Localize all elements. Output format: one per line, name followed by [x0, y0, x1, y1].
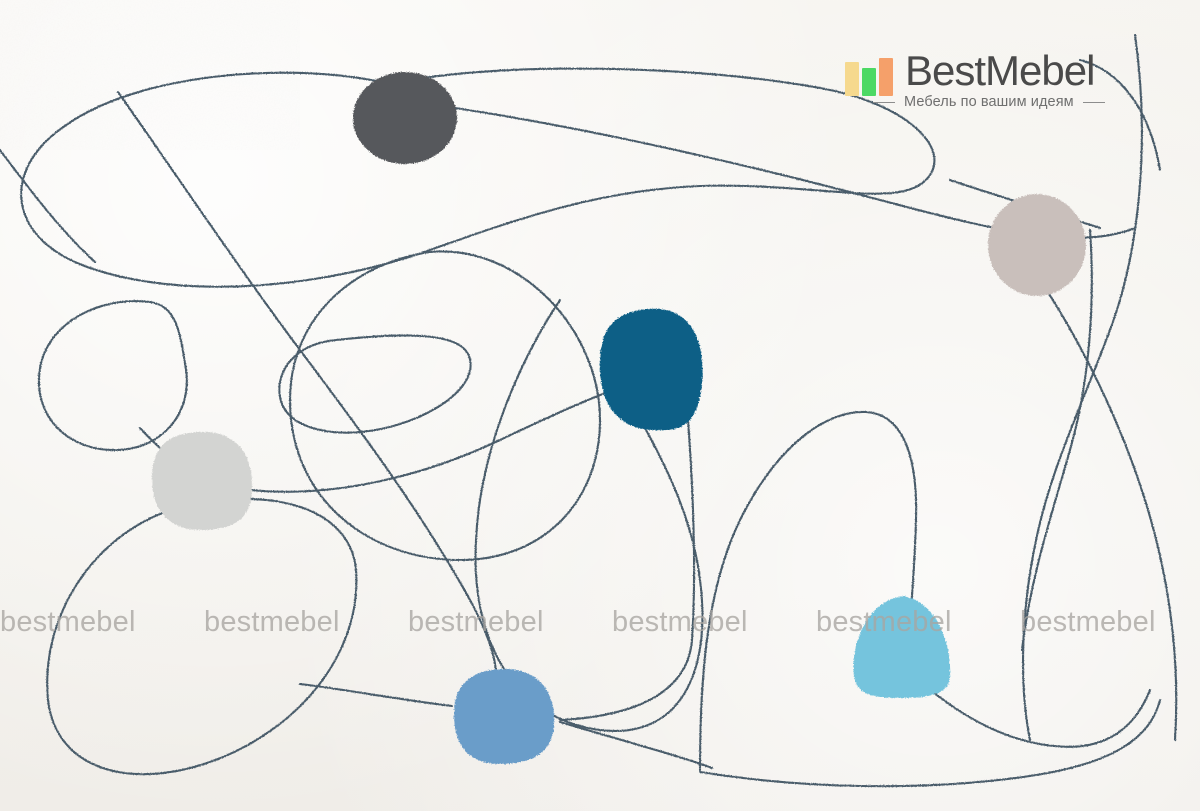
line-art-strokes: [0, 33, 1178, 788]
brand-logo: BestMebel Мебель по вашим идеям: [845, 48, 1145, 118]
blob-light-gray: [151, 431, 253, 530]
logo-bars-icon: [845, 54, 897, 96]
logo-bar-cream: [845, 62, 859, 96]
blob-teal: [599, 308, 703, 431]
logo-tagline-row: Мебель по вашим идеям: [873, 94, 1145, 110]
tagline-rule-right: [1082, 101, 1105, 103]
tagline-rule-left: [873, 101, 895, 103]
logo-brand-text: BestMebel: [905, 47, 1095, 94]
blob-blue: [454, 668, 555, 764]
blob-sky: [853, 596, 951, 698]
logo-bar-orange: [879, 58, 893, 96]
color-blobs: [151, 72, 1086, 764]
blob-dark-gray: [353, 72, 457, 164]
logo-tagline-text: Мебель по вашим идеям: [904, 94, 1074, 110]
blob-taupe: [988, 194, 1086, 296]
logo-bar-green: [862, 68, 876, 96]
